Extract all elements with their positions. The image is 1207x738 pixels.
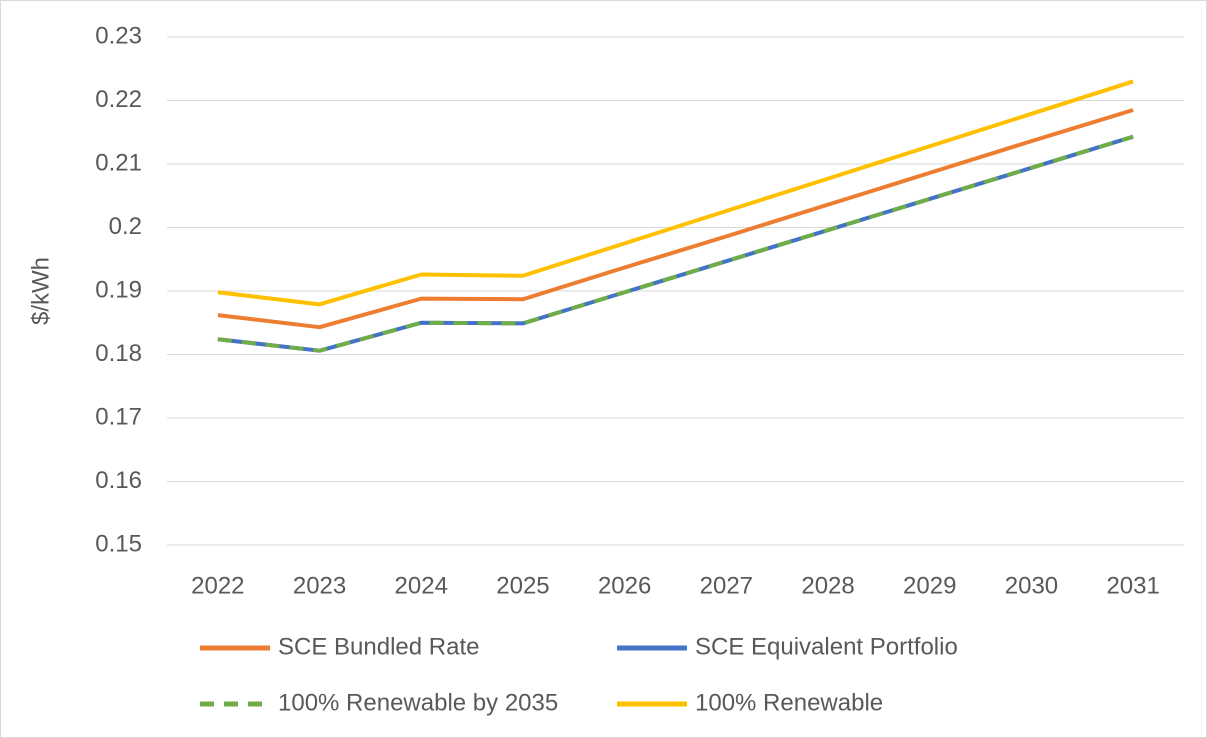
series-line <box>217 108 1134 330</box>
x-tick-label: 2025 <box>496 572 549 599</box>
y-tick-label: 0.15 <box>95 530 142 557</box>
x-tick-label: 2024 <box>395 572 448 599</box>
x-tick-label: 2023 <box>293 572 346 599</box>
y-tick-label: 0.17 <box>95 403 142 430</box>
y-tick-label: 0.18 <box>95 340 142 367</box>
x-tick-label: 2022 <box>191 572 244 599</box>
x-tick-label: 2028 <box>801 572 854 599</box>
y-tick-label: 0.21 <box>95 149 142 176</box>
x-tick-label: 2026 <box>598 572 651 599</box>
x-tick-label: 2031 <box>1106 572 1159 599</box>
series-line <box>217 134 1134 353</box>
y-tick-label: 0.22 <box>95 86 142 113</box>
y-tick-label: 0.19 <box>95 276 142 303</box>
y-tick-label: 0.2 <box>109 213 142 240</box>
y-tick-label: 0.16 <box>95 467 142 494</box>
y-tick-label: 0.23 <box>95 22 142 49</box>
y-axis-label: $/kWh <box>27 257 54 325</box>
legend-label: SCE Equivalent Portfolio <box>695 633 958 660</box>
x-tick-label: 2029 <box>903 572 956 599</box>
legend-label: 100% Renewable by 2035 <box>278 689 558 716</box>
x-tick-label: 2027 <box>700 572 753 599</box>
series-line <box>217 79 1134 307</box>
legend-label: 100% Renewable <box>695 689 883 716</box>
x-tick-label: 2030 <box>1005 572 1058 599</box>
legend-label: SCE Bundled Rate <box>278 633 479 660</box>
